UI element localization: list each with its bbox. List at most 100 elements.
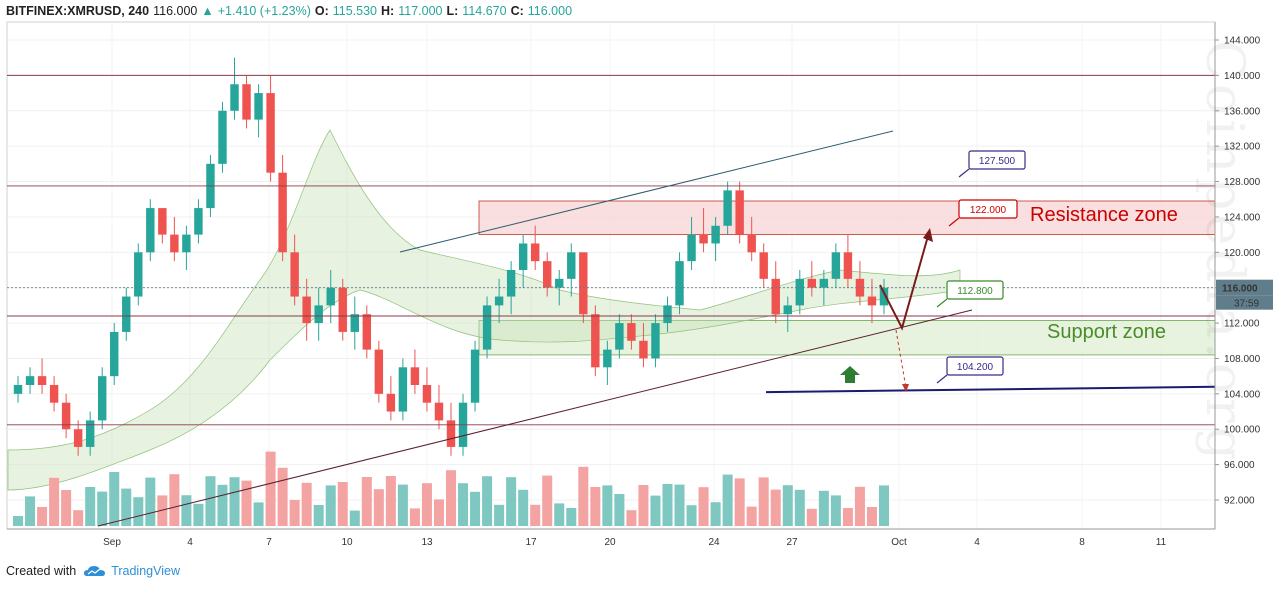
volume-bar (662, 484, 673, 526)
y-tick-label: 136.000 (1224, 106, 1261, 117)
y-tick-label: 108.000 (1224, 354, 1261, 365)
callout-127-box (968, 150, 1026, 170)
candle-body (266, 93, 275, 173)
candle-body (37, 376, 47, 385)
candle-body (110, 331, 119, 377)
volume-bar (193, 503, 204, 526)
candle-body (555, 278, 564, 288)
volume-bar (289, 500, 300, 526)
volume-bar (866, 507, 877, 526)
chart-header: BITFINEX:XMRUSD, 240 116.000 ▲ +1.410 (+… (6, 3, 572, 19)
candle-body (543, 261, 552, 288)
candle-body (374, 349, 384, 394)
candle-body (73, 429, 83, 447)
tradingview-brand: TradingView (111, 564, 180, 578)
volume-bar (746, 506, 757, 526)
volume-bar (73, 510, 84, 526)
x-tick-label: 13 (421, 537, 433, 548)
candle-body (25, 376, 35, 385)
volume-bar (818, 490, 829, 526)
candle-body (290, 252, 299, 297)
high-label: H: (381, 4, 395, 18)
candle-body (687, 234, 696, 262)
candle-body (398, 367, 408, 412)
volume-bar (361, 477, 372, 526)
support-bounce-arrow-icon (840, 366, 860, 383)
close-value: 116.000 (527, 4, 573, 18)
time-axis[interactable]: Sep 4 7 10 13 17 20 24 27 Oct 4 8 11 (7, 528, 1215, 548)
y-tick-label: 128.000 (1224, 177, 1261, 188)
y-tick-label: 112.000 (1224, 319, 1260, 330)
candle-body (482, 305, 492, 350)
volume-bar (722, 474, 733, 526)
callout-104-box (946, 356, 1004, 376)
candle-body (819, 278, 829, 288)
change-arrow-icon: ▲ (201, 4, 214, 18)
tradingview-link[interactable]: TradingView (84, 564, 180, 578)
plot-area[interactable] (6, 21, 1216, 530)
high-value: 117.000 (398, 4, 443, 18)
volume-bar (782, 485, 793, 526)
candle-body (49, 385, 59, 403)
countdown-tag (1216, 295, 1273, 310)
volume-bar (878, 485, 889, 526)
price-axis[interactable]: 144.000 140.000 136.000 132.000 128.000 124.0… (1214, 22, 1273, 529)
candle-body (723, 190, 732, 226)
volume-bar (806, 508, 817, 526)
symbol-label[interactable]: BITFINEX:XMRUSD, 240 (6, 4, 150, 18)
volume-bar (734, 478, 745, 526)
candle-body (410, 367, 420, 385)
candle-body (663, 305, 672, 324)
y-tick-label: 124.000 (1224, 212, 1261, 223)
volume-bar (301, 482, 312, 526)
candle-body (61, 402, 71, 430)
volume-bar (385, 476, 396, 526)
x-tick-label: 11 (1156, 537, 1167, 548)
candle-body (867, 296, 877, 306)
current-price-tag (1216, 279, 1273, 296)
volume-bar (686, 505, 697, 526)
callout-112-pointer (936, 298, 948, 308)
x-tick-label: Oct (891, 537, 907, 548)
volume-bar (590, 487, 601, 526)
volume-bar (638, 485, 649, 526)
candle-body (843, 252, 853, 279)
callout-127-pointer (958, 168, 970, 178)
volume-bar (542, 475, 553, 526)
volume-bar (85, 487, 96, 526)
volume-bar (602, 485, 613, 526)
volume-bar (133, 497, 144, 526)
last-price: 116.000 (153, 4, 198, 18)
candle-body (494, 296, 504, 306)
x-tick-label: 7 (266, 537, 272, 548)
drawings: 127.500 122.000 112.800 104.200 Resistance z… (7, 74, 1216, 527)
volume-bar (241, 480, 252, 526)
candle-body (506, 270, 516, 297)
x-tick-label: 4 (974, 537, 980, 548)
candle-body (783, 305, 792, 315)
volume-bar (349, 510, 360, 526)
x-tick-label: 17 (525, 537, 537, 548)
resistance-zone (478, 200, 1216, 236)
volume-bar (325, 485, 336, 526)
volume-bar (313, 505, 324, 526)
volume-bar (445, 470, 457, 526)
candle-body (831, 252, 841, 279)
candle-body (747, 234, 756, 253)
candle-body (759, 252, 768, 279)
y-tick-label: 100.000 (1224, 425, 1261, 436)
y-tick-label: 132.000 (1224, 142, 1261, 153)
x-tick-label: 27 (786, 537, 798, 548)
volume-bar (554, 503, 565, 526)
candle-body (879, 287, 889, 306)
candle-body (807, 278, 817, 288)
volume-bar (49, 477, 60, 526)
volume-bar (205, 476, 216, 526)
volume-bar (614, 494, 625, 526)
candle-body (122, 296, 131, 332)
candle-body (278, 172, 287, 253)
candle-body (639, 340, 648, 359)
volume-bars (13, 451, 889, 526)
volume-bar (217, 484, 228, 526)
